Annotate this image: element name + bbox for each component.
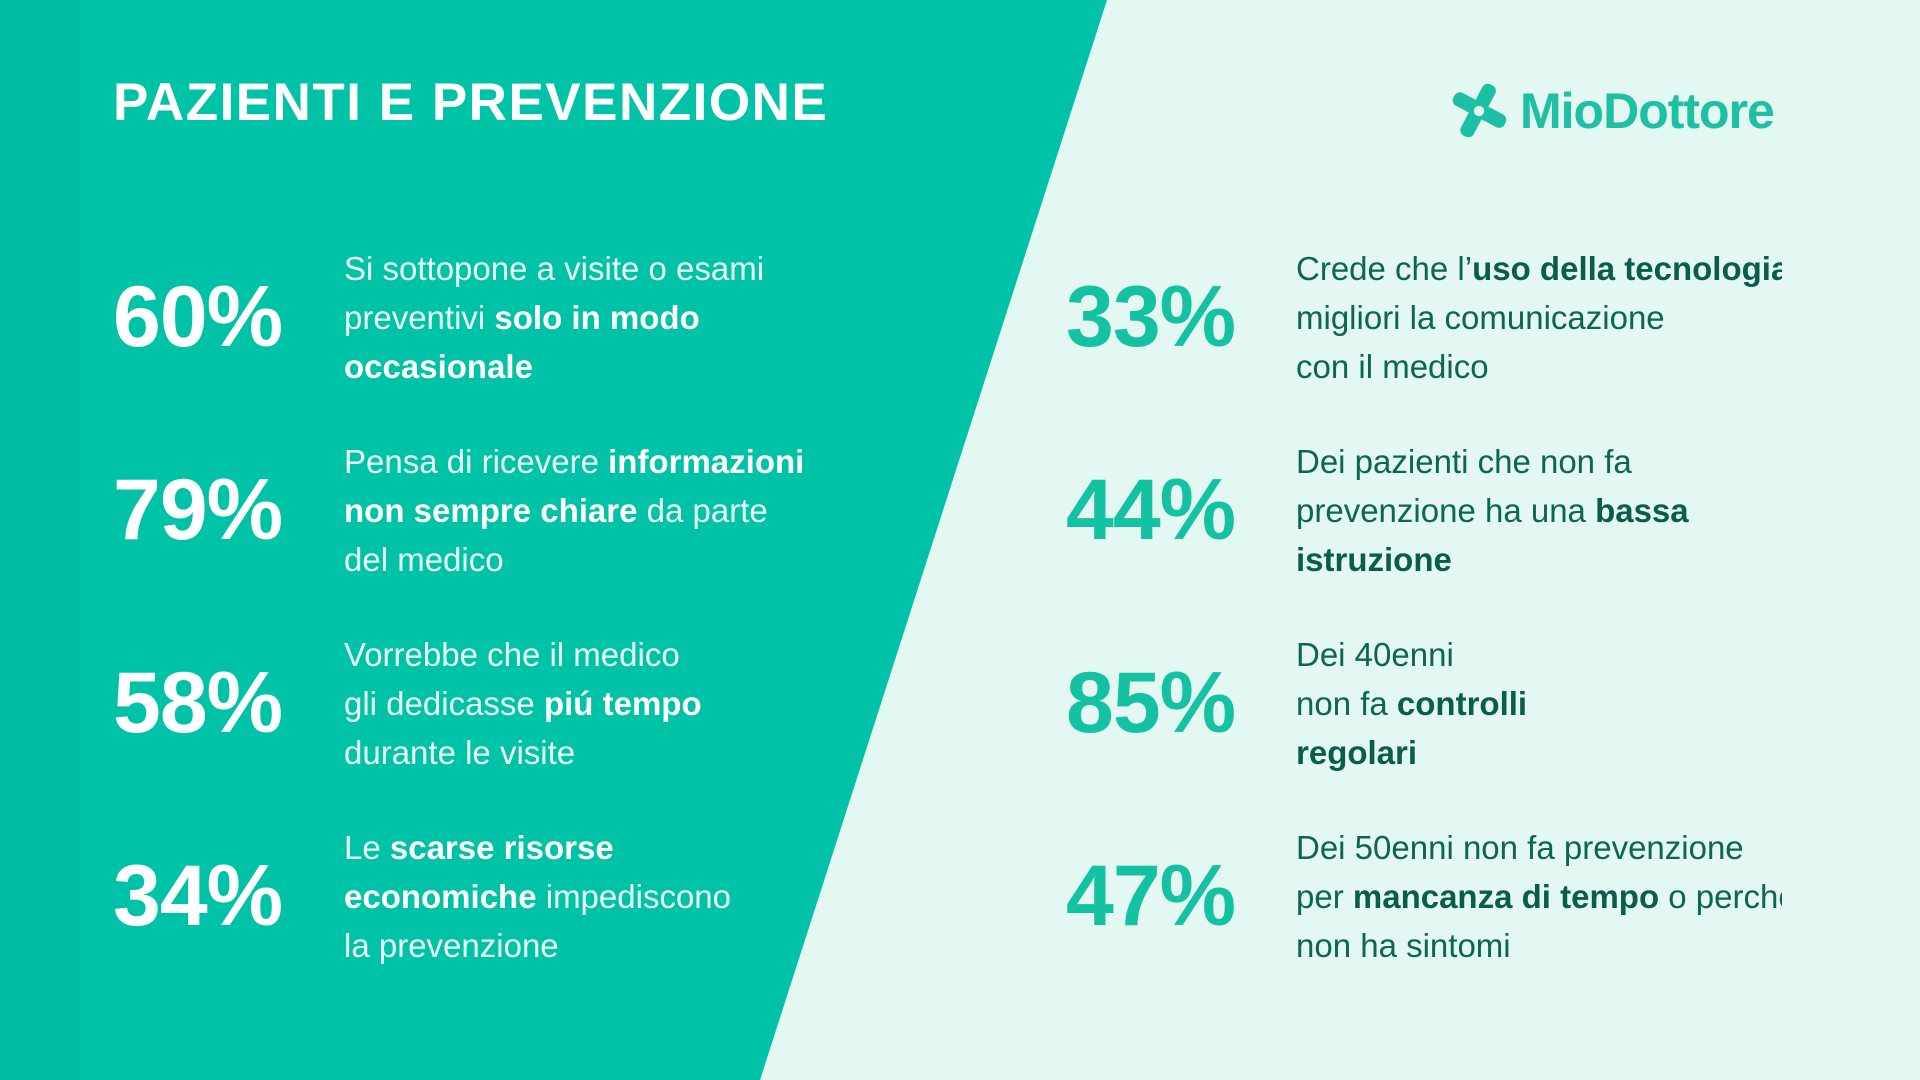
- description-line: Dei 40enni: [1296, 630, 1782, 679]
- text: Si sottopone a visite o esami: [344, 249, 765, 287]
- text: gli dedicasse: [344, 684, 544, 722]
- text: durante le visite: [344, 733, 576, 771]
- bold-text: mancanza di tempo: [1352, 877, 1660, 915]
- page-title: PAZIENTI E PREVENZIONE: [113, 73, 829, 132]
- description-line: non ha sintomi: [1296, 921, 1782, 970]
- bold-text: non sempre chiare: [344, 491, 638, 529]
- description-line: con il medico: [1296, 342, 1782, 391]
- text: Le: [344, 828, 390, 866]
- bold-text: scarse risorse: [389, 828, 614, 866]
- bold-text: bassa: [1595, 491, 1689, 529]
- text: non fa: [1296, 684, 1397, 722]
- description-line: Le scarse risorse: [344, 823, 864, 872]
- bold-text: occasionale: [344, 347, 533, 385]
- bold-text: economiche: [344, 877, 537, 915]
- description-line: prevenzione ha una bassa: [1296, 486, 1782, 535]
- description-line: migliori la comunicazione: [1296, 293, 1782, 342]
- medical-cross-icon: [1452, 83, 1507, 138]
- description-line: Dei pazienti che non fa: [1296, 437, 1782, 486]
- description-line: Crede che l’uso della tecnologia: [1296, 244, 1782, 293]
- text: con il medico: [1296, 347, 1489, 385]
- logo: MioDottore: [1448, 80, 1775, 142]
- text: Vorrebbe che il medico: [344, 635, 680, 673]
- text: non ha sintomi: [1296, 926, 1511, 964]
- stat-value: 47%: [1066, 848, 1236, 944]
- stat-description: Le scarse risorse economiche impediscono l…: [344, 823, 864, 970]
- bold-text: regolari: [1296, 733, 1418, 771]
- text: migliori la comunicazione: [1296, 298, 1665, 336]
- stat-value: 85%: [1066, 655, 1236, 751]
- stat-item: 85% Dei 40enni non fa controlli regolari: [1066, 623, 1782, 783]
- description-line: del medico: [344, 535, 864, 584]
- stat-item: 44% Dei pazienti che non fa prevenzione h…: [1066, 430, 1782, 590]
- text: o perché: [1668, 877, 1782, 915]
- stat-description: Dei 40enni non fa controlli regolari: [1296, 630, 1782, 777]
- description-line: Pensa di ricevere informazioni: [344, 437, 864, 486]
- bold-text: piú tempo: [543, 684, 702, 722]
- stat-value: 58%: [113, 655, 283, 751]
- description-line: non sempre chiare da parte: [344, 486, 864, 535]
- stat-value: 60%: [113, 269, 283, 365]
- text: del medico: [344, 540, 504, 578]
- stat-item: 60% Si sottopone a visite o esami prevent…: [113, 237, 864, 397]
- text: Dei pazienti che non fa: [1296, 442, 1632, 480]
- logo-text: MioDottore: [1520, 83, 1775, 139]
- stat-item: 47% Dei 50enni non fa prevenzione per man…: [1066, 816, 1782, 976]
- description-line: occasionale: [344, 342, 864, 391]
- text: prevenzione ha una: [1296, 491, 1596, 529]
- stat-description: Si sottopone a visite o esami preventivi …: [344, 244, 864, 391]
- description-line: non fa controlli: [1296, 679, 1782, 728]
- bold-text: uso della tecnologia: [1472, 249, 1782, 287]
- text: per: [1296, 877, 1353, 915]
- bold-text: informazioni: [608, 442, 805, 480]
- bold-text: istruzione: [1296, 540, 1452, 578]
- description-line: Dei 50enni non fa prevenzione: [1296, 823, 1782, 872]
- description-line: economiche impediscono: [344, 872, 864, 921]
- description-line: gli dedicasse piú tempo: [344, 679, 864, 728]
- description-line: la prevenzione: [344, 921, 864, 970]
- text: la prevenzione: [344, 926, 559, 964]
- stat-description: Dei pazienti che non fa prevenzione ha un…: [1296, 437, 1782, 584]
- left-panel: [0, 0, 1107, 1080]
- description-line: regolari: [1296, 728, 1782, 777]
- stat-value: 44%: [1066, 462, 1236, 558]
- text: Dei 40enni: [1296, 635, 1454, 673]
- text: da parte: [637, 491, 768, 529]
- bold-text: controlli: [1396, 684, 1528, 722]
- text: Dei 50enni non fa prevenzione: [1296, 828, 1744, 866]
- stat-value: 34%: [113, 848, 283, 944]
- stat-description: Crede che l’uso della tecnologia migliori…: [1296, 244, 1782, 391]
- stat-description: Vorrebbe che il medico gli dedicasse piú …: [344, 630, 864, 777]
- stat-value: 79%: [113, 462, 283, 558]
- left-edge-shade: [0, 0, 80, 1080]
- description-line: per mancanza di tempo o perché: [1296, 872, 1782, 921]
- text: Crede che l’: [1296, 249, 1473, 287]
- description-line: Vorrebbe che il medico: [344, 630, 864, 679]
- bold-text: solo in modo: [494, 298, 700, 336]
- description-line: durante le visite: [344, 728, 864, 777]
- stat-description: Dei 50enni non fa prevenzione per mancanz…: [1296, 823, 1782, 970]
- stat-item: 58% Vorrebbe che il medico gli dedicasse …: [113, 623, 864, 783]
- stat-item: 79% Pensa di ricevere informazioni non se…: [113, 430, 864, 590]
- stat-value: 33%: [1066, 269, 1236, 365]
- description-line: Si sottopone a visite o esami: [344, 244, 864, 293]
- text: impediscono: [536, 877, 732, 915]
- stat-item: 33% Crede che l’uso della tecnologia migl…: [1066, 237, 1782, 397]
- description-line: preventivi solo in modo: [344, 293, 864, 342]
- stat-item: 34% Le scarse risorse economiche impedisc…: [113, 816, 864, 976]
- stat-description: Pensa di ricevere informazioni non sempre…: [344, 437, 864, 584]
- description-line: istruzione: [1296, 535, 1782, 584]
- text: preventivi: [344, 298, 495, 336]
- text: Pensa di ricevere: [344, 442, 609, 480]
